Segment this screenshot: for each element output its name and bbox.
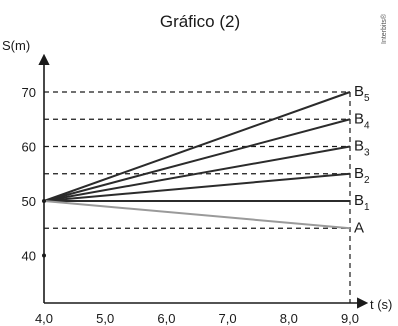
series-label: B2 [354,165,370,186]
series-line [43,118,351,202]
x-tick-label: 9,0 [341,311,359,326]
series-label-subscript: 1 [364,202,370,213]
origin-point [42,199,46,203]
series-label-subscript: 3 [364,148,370,159]
series-label: A [354,219,364,236]
watermark: Interbits® [380,13,388,44]
y-tick-label: 50 [22,194,36,209]
series-line [43,91,351,202]
y-tick-label: 70 [22,85,36,100]
y-tick-label: 40 [22,249,36,264]
chart-title: Gráfico (2) [160,12,240,31]
series-label-subscript: 4 [364,120,370,131]
y-tick-label: 60 [22,140,36,155]
x-axis-label: t (s) [370,297,392,312]
series-label: B4 [354,110,370,131]
y-axis-label: S(m) [2,38,30,53]
series-lines [43,91,351,230]
series-line [43,200,351,230]
series-label: B3 [354,138,370,159]
x-tick-label: 6,0 [157,311,175,326]
y-tick-labels: 40 50 60 70 [22,85,36,264]
series-line [43,172,351,202]
series-label: B1 [354,192,370,213]
series-line [43,145,351,202]
series-label: B5 [354,83,370,104]
x-tick-labels: 4,0 5,0 6,0 7,0 8,0 9,0 [35,311,359,326]
x-tick-label: 5,0 [96,311,114,326]
series-labels: B5 B4 B3 B2 B1 A [354,83,370,236]
axis-point [42,253,46,258]
data-points [42,199,46,258]
series-label-subscript: 5 [364,93,370,104]
x-tick-label: 4,0 [35,311,53,326]
x-tick-label: 8,0 [280,311,298,326]
x-tick-label: 7,0 [219,311,237,326]
series-label-subscript: 2 [364,175,370,186]
